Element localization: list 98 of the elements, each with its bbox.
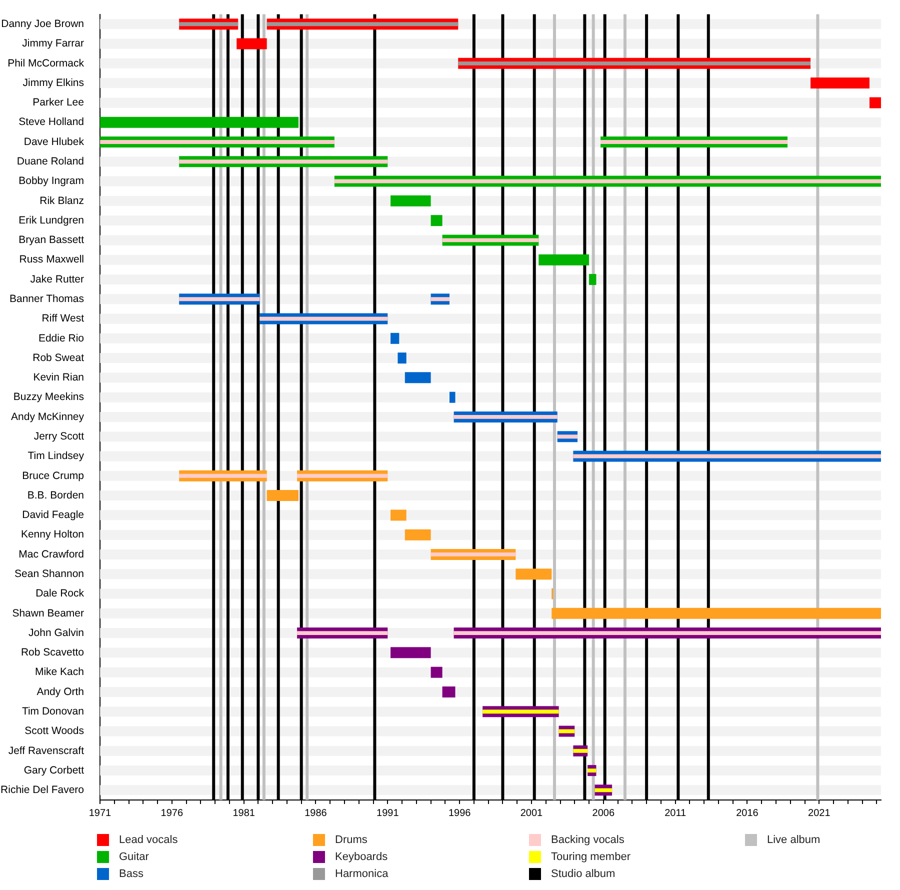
bar [398, 352, 406, 364]
x-tick-label: 2001 [520, 808, 544, 819]
x-tick-label: 1991 [376, 808, 400, 819]
y-tick-label: Scott Woods [24, 725, 84, 738]
y-tick-label: Jimmy Farrar [22, 38, 84, 50]
legend-label: Harmonica [335, 868, 388, 880]
bar [589, 274, 596, 285]
bar [430, 215, 442, 226]
bar [297, 631, 388, 636]
bar [390, 195, 431, 206]
y-tick-label: Rik Blanz [40, 194, 84, 207]
x-tick-label: 2021 [808, 808, 831, 819]
bar [450, 392, 456, 403]
legend-label: Studio album [551, 868, 616, 880]
y-tick-label: Buzzy Meekins [13, 391, 84, 404]
bar [236, 38, 267, 50]
bar [442, 238, 539, 242]
y-tick-label: Sean Shannon [14, 568, 84, 580]
y-tick-label: Jeff Ravenscraft [8, 744, 84, 757]
y-tick-label: Danny Joe Brown [1, 18, 84, 30]
y-tick-label: B.B. Borden [27, 489, 84, 502]
legend-label: Touring member [551, 850, 630, 862]
bar [557, 434, 578, 439]
y-tick-label: Riff West [42, 312, 84, 325]
y-tick-label: Duane Roland [16, 156, 84, 168]
y-tick-label: Rob Sweat [32, 352, 84, 364]
y-tick-label: Mac Crawford [18, 548, 84, 560]
bar [600, 140, 788, 144]
y-tick-label: Shawn Beamer [12, 607, 84, 620]
y-tick-label: Bruce Crump [22, 470, 84, 482]
y-tick-label: Phil McCormack [8, 57, 85, 70]
y-tick-label: Dave Hlubek [24, 136, 85, 148]
bar [297, 474, 388, 478]
y-tick-label: Richie Del Favero [0, 784, 84, 796]
x-tick-label: 1986 [304, 808, 328, 819]
y-tick-label: Andy McKinney [11, 410, 85, 423]
bar [442, 686, 456, 698]
legend-label: Drums [335, 834, 368, 846]
y-tick-label: David Feagle [22, 509, 84, 522]
bar [810, 78, 870, 89]
y-tick-label: Tim Lindsey [28, 450, 85, 462]
x-tick-label: 1971 [88, 808, 112, 819]
y-tick-label: Mike Kach [34, 666, 84, 678]
y-tick-label: Jerry Scott [34, 430, 84, 443]
y-tick-label: Kenny Holton [20, 528, 84, 541]
bar [390, 510, 406, 521]
x-tick-label: 2016 [736, 808, 759, 819]
bar [179, 297, 260, 302]
y-tick-label: John Galvin [28, 626, 84, 639]
legend-label: Keyboards [335, 850, 388, 862]
y-tick-label: Bryan Bassett [18, 234, 84, 246]
x-tick-label: 1996 [448, 808, 472, 819]
bar [588, 768, 596, 772]
x-tick-label: 2006 [592, 808, 615, 819]
bar [404, 529, 431, 540]
y-tick-label: Jimmy Elkins [22, 76, 84, 89]
x-tick-label: 1976 [160, 808, 184, 819]
bar [404, 372, 431, 384]
bar [179, 22, 238, 26]
bar [482, 710, 559, 714]
y-tick-label: Rob Scavetto [20, 646, 84, 659]
bar [179, 160, 388, 164]
y-tick-label: Jake Rutter [30, 273, 84, 286]
bar [100, 140, 334, 144]
bar [573, 748, 588, 753]
bar [454, 415, 558, 419]
bar [266, 490, 298, 502]
bar [430, 552, 516, 556]
y-tick-label: Dale Rock [36, 588, 85, 600]
y-tick-label: Steve Holland [18, 116, 84, 128]
x-tick-label: 1981 [232, 808, 256, 819]
y-tick-label: Tim Donovan [22, 706, 84, 718]
legend-label: Bass [119, 868, 144, 880]
y-tick-label: Gary Corbett [24, 764, 84, 776]
bar [516, 568, 552, 580]
y-tick-label: Andy Orth [36, 686, 84, 698]
x-tick-label: 2011 [664, 808, 687, 819]
bar [538, 254, 590, 266]
bar [179, 474, 267, 478]
bar [390, 647, 431, 658]
y-tick-label: Russ Maxwell [19, 254, 84, 266]
legend-label: Live album [767, 834, 820, 846]
bar [266, 22, 458, 26]
y-tick-label: Banner Thomas [9, 293, 84, 306]
y-tick-label: Kevin Rian [33, 372, 84, 384]
y-tick-label: Eddie Rio [38, 332, 84, 344]
legend-label: Lead vocals [119, 834, 178, 846]
bar [594, 788, 612, 792]
legend-label: Backing vocals [551, 834, 624, 846]
bar [458, 61, 811, 66]
y-tick-label: Parker Lee [32, 96, 84, 109]
y-tick-label: Bobby Ingram [18, 175, 84, 188]
bar [430, 297, 450, 302]
legend-label: Guitar [119, 850, 149, 862]
bar [869, 97, 881, 108]
y-tick-label: Erik Lundgren [18, 214, 84, 226]
bar [390, 332, 400, 344]
bar [430, 666, 442, 678]
